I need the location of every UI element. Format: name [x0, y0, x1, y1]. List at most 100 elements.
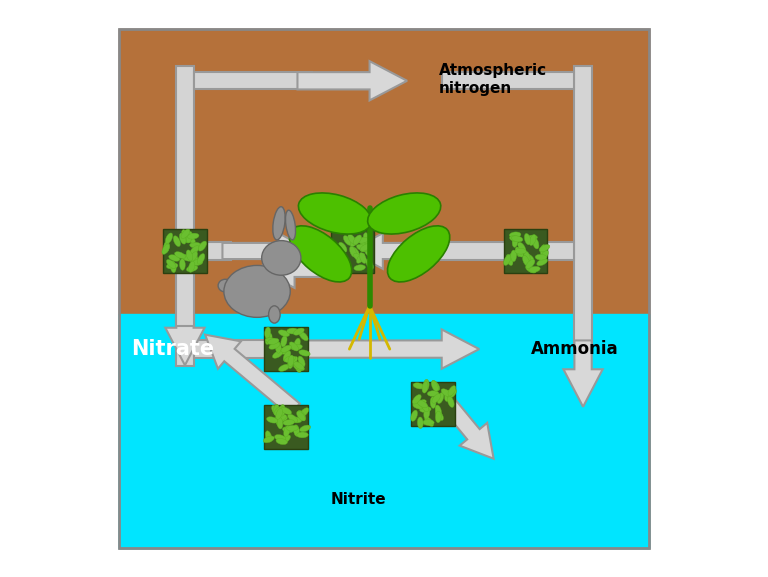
- Ellipse shape: [224, 265, 290, 317]
- Ellipse shape: [423, 379, 429, 391]
- Ellipse shape: [273, 351, 283, 358]
- Ellipse shape: [336, 249, 343, 260]
- Ellipse shape: [522, 256, 530, 266]
- Bar: [177, 66, 194, 366]
- Ellipse shape: [541, 250, 548, 260]
- Ellipse shape: [515, 248, 526, 254]
- Ellipse shape: [192, 253, 198, 264]
- Ellipse shape: [424, 408, 430, 419]
- Ellipse shape: [339, 259, 346, 269]
- Ellipse shape: [412, 395, 421, 404]
- Ellipse shape: [276, 415, 282, 427]
- Ellipse shape: [174, 236, 180, 246]
- Ellipse shape: [300, 408, 309, 417]
- Ellipse shape: [356, 245, 367, 251]
- Ellipse shape: [174, 252, 186, 258]
- Ellipse shape: [435, 411, 441, 423]
- Ellipse shape: [181, 230, 188, 241]
- Ellipse shape: [517, 246, 525, 257]
- Ellipse shape: [329, 252, 340, 258]
- Ellipse shape: [263, 436, 274, 443]
- Ellipse shape: [186, 231, 192, 243]
- Ellipse shape: [362, 239, 367, 251]
- FancyArrow shape: [564, 340, 603, 407]
- Ellipse shape: [417, 400, 428, 408]
- Ellipse shape: [435, 405, 442, 417]
- Ellipse shape: [300, 425, 310, 432]
- Ellipse shape: [359, 253, 366, 264]
- Ellipse shape: [508, 253, 515, 263]
- Ellipse shape: [360, 246, 372, 252]
- Ellipse shape: [276, 342, 281, 353]
- FancyArrow shape: [257, 249, 335, 288]
- Ellipse shape: [295, 362, 301, 373]
- Ellipse shape: [413, 403, 424, 409]
- Ellipse shape: [268, 338, 279, 344]
- Ellipse shape: [415, 400, 426, 407]
- Ellipse shape: [539, 245, 550, 252]
- Ellipse shape: [356, 253, 365, 263]
- Bar: [118, 314, 650, 548]
- Text: Ammonia: Ammonia: [531, 340, 619, 358]
- Bar: [504, 230, 547, 273]
- Ellipse shape: [185, 235, 195, 243]
- Ellipse shape: [198, 241, 207, 251]
- Ellipse shape: [363, 233, 369, 244]
- Ellipse shape: [288, 414, 298, 422]
- Ellipse shape: [509, 232, 521, 238]
- Bar: [118, 29, 650, 314]
- Ellipse shape: [526, 235, 538, 241]
- Ellipse shape: [422, 381, 428, 393]
- Bar: [574, 66, 591, 349]
- Ellipse shape: [283, 426, 294, 433]
- Ellipse shape: [299, 350, 310, 356]
- Ellipse shape: [190, 242, 201, 248]
- Ellipse shape: [274, 434, 286, 441]
- Ellipse shape: [354, 265, 366, 271]
- Ellipse shape: [298, 410, 306, 421]
- Ellipse shape: [165, 233, 173, 243]
- FancyArrow shape: [432, 387, 494, 459]
- Ellipse shape: [286, 210, 296, 240]
- Ellipse shape: [288, 355, 294, 366]
- Ellipse shape: [360, 241, 366, 252]
- Ellipse shape: [197, 254, 205, 264]
- Ellipse shape: [266, 334, 272, 344]
- Ellipse shape: [332, 254, 337, 265]
- Ellipse shape: [360, 243, 371, 251]
- Ellipse shape: [276, 414, 286, 422]
- Ellipse shape: [281, 407, 292, 414]
- Ellipse shape: [537, 258, 548, 265]
- Ellipse shape: [218, 279, 233, 292]
- Ellipse shape: [421, 402, 429, 412]
- Ellipse shape: [273, 404, 280, 416]
- Ellipse shape: [188, 261, 195, 272]
- Ellipse shape: [276, 415, 287, 422]
- Bar: [194, 72, 312, 89]
- Ellipse shape: [262, 241, 301, 275]
- Ellipse shape: [411, 410, 418, 421]
- Ellipse shape: [299, 332, 308, 340]
- Ellipse shape: [348, 234, 356, 244]
- Ellipse shape: [526, 260, 535, 269]
- Ellipse shape: [265, 327, 270, 339]
- Ellipse shape: [190, 246, 199, 254]
- Ellipse shape: [293, 425, 300, 436]
- Ellipse shape: [284, 356, 296, 362]
- Ellipse shape: [525, 234, 531, 245]
- Ellipse shape: [289, 357, 298, 366]
- Ellipse shape: [293, 364, 304, 370]
- Bar: [164, 230, 207, 273]
- FancyArrow shape: [205, 335, 300, 416]
- Ellipse shape: [368, 193, 441, 234]
- Ellipse shape: [294, 338, 300, 350]
- Ellipse shape: [299, 193, 372, 234]
- Ellipse shape: [437, 392, 444, 403]
- Ellipse shape: [269, 343, 280, 349]
- Bar: [177, 254, 194, 346]
- Ellipse shape: [430, 397, 436, 409]
- Bar: [118, 314, 650, 548]
- Bar: [118, 29, 650, 314]
- Ellipse shape: [388, 226, 450, 282]
- Ellipse shape: [525, 265, 536, 273]
